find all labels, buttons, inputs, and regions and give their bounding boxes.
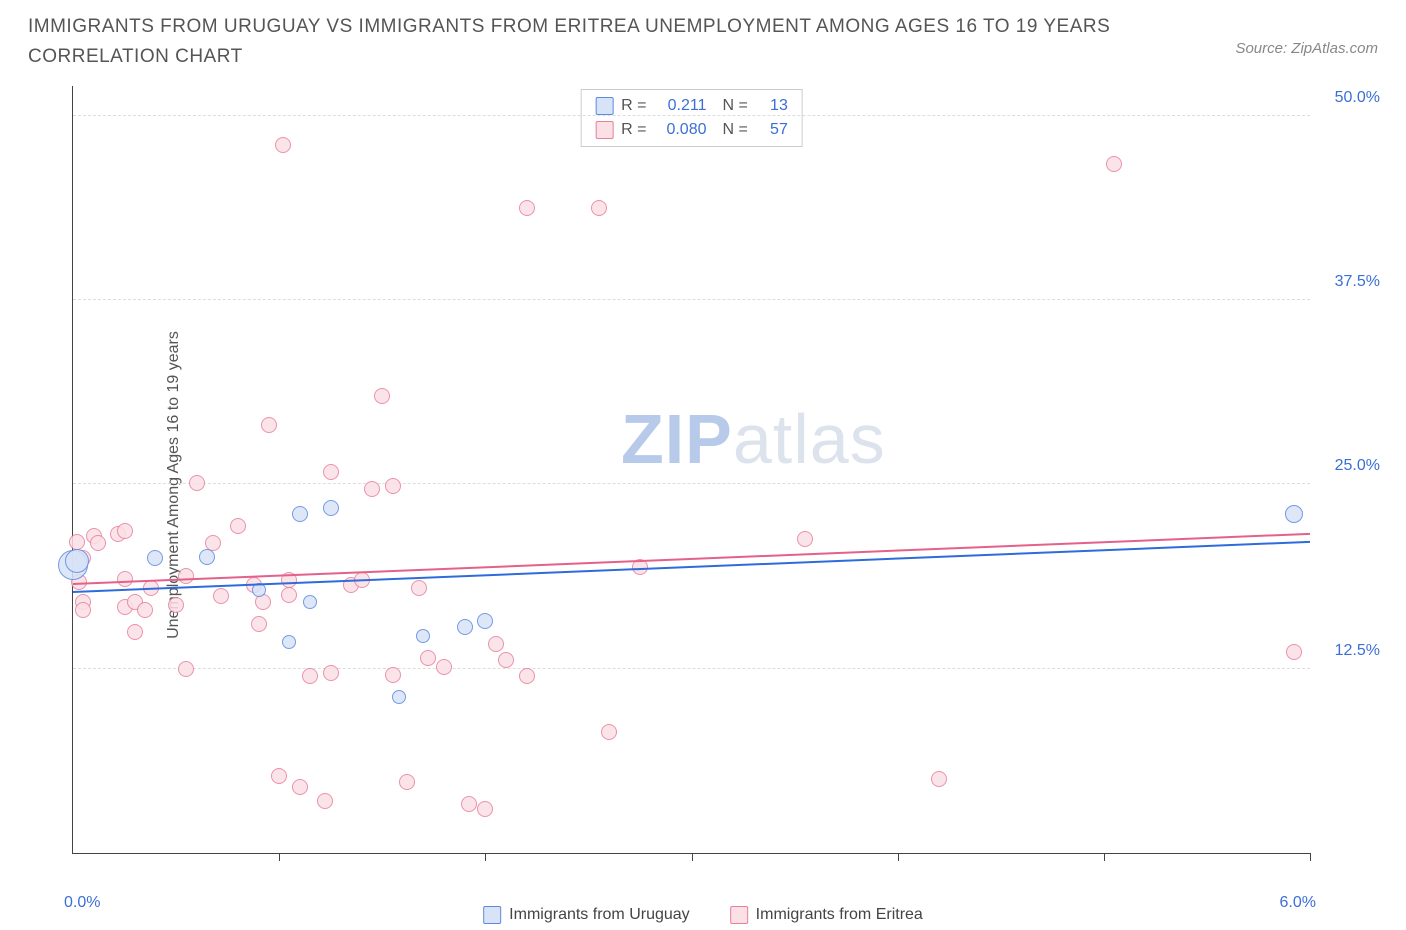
plot-container: Unemployment Among Ages 16 to 19 years Z… xyxy=(50,86,1388,884)
data-point xyxy=(1286,644,1302,660)
y-tick-label: 50.0% xyxy=(1320,89,1380,107)
data-point xyxy=(292,779,308,795)
scatter-plot: ZIPatlas R =0.211N =13R =0.080N =57 12.5… xyxy=(72,86,1310,854)
legend-n-label: N = xyxy=(723,97,748,115)
series-legend: Immigrants from Uruguay Immigrants from E… xyxy=(483,906,923,924)
x-tick xyxy=(1104,853,1105,861)
data-point xyxy=(477,801,493,817)
data-point xyxy=(65,549,89,573)
legend-n-value: 57 xyxy=(756,121,788,139)
data-point xyxy=(282,635,296,649)
correlation-legend: R = 0.211 N = 13 R = 0.080 N = 57 xyxy=(580,89,803,147)
legend-r-label: R = xyxy=(621,97,646,115)
x-tick xyxy=(279,853,280,861)
data-point xyxy=(323,665,339,681)
data-point xyxy=(931,771,947,787)
data-point xyxy=(189,475,205,491)
data-point xyxy=(168,597,184,613)
data-point xyxy=(303,595,317,609)
legend-r-label: R = xyxy=(621,121,646,139)
data-point xyxy=(275,137,291,153)
data-point xyxy=(292,506,308,522)
data-point xyxy=(411,580,427,596)
legend-swatch xyxy=(595,97,613,115)
x-min-label: 0.0% xyxy=(64,894,100,912)
data-point xyxy=(137,602,153,618)
data-point xyxy=(364,481,380,497)
legend-r-value: 0.080 xyxy=(655,121,707,139)
data-point xyxy=(230,518,246,534)
data-point xyxy=(477,613,493,629)
series-legend-item: Immigrants from Uruguay xyxy=(483,906,690,924)
y-tick-label: 12.5% xyxy=(1320,642,1380,660)
data-point xyxy=(199,549,215,565)
data-point xyxy=(601,724,617,740)
data-point xyxy=(436,659,452,675)
legend-n-value: 13 xyxy=(756,97,788,115)
chart-title: IMMIGRANTS FROM URUGUAY VS IMMIGRANTS FR… xyxy=(28,12,1128,73)
data-point xyxy=(69,534,85,550)
data-point xyxy=(251,616,267,632)
data-point xyxy=(90,535,106,551)
data-point xyxy=(1285,505,1303,523)
legend-swatch xyxy=(483,906,501,924)
data-point xyxy=(591,200,607,216)
x-tick xyxy=(485,853,486,861)
data-point xyxy=(385,478,401,494)
data-point xyxy=(797,531,813,547)
legend-swatch xyxy=(595,121,613,139)
data-point xyxy=(519,200,535,216)
legend-row: R = 0.080 N = 57 xyxy=(595,118,788,142)
legend-swatch xyxy=(730,906,748,924)
data-point xyxy=(317,793,333,809)
data-point xyxy=(519,668,535,684)
data-point xyxy=(323,500,339,516)
data-point xyxy=(178,661,194,677)
gridline xyxy=(73,115,1310,116)
data-point xyxy=(271,768,287,784)
data-point xyxy=(461,796,477,812)
data-point xyxy=(302,668,318,684)
data-point xyxy=(457,619,473,635)
source-label: Source: ZipAtlas.com xyxy=(1235,40,1378,57)
data-point xyxy=(399,774,415,790)
data-point xyxy=(420,650,436,666)
series-legend-item: Immigrants from Eritrea xyxy=(730,906,923,924)
gridline xyxy=(73,668,1310,669)
trend-line xyxy=(73,532,1310,584)
data-point xyxy=(498,652,514,668)
watermark: ZIPatlas xyxy=(621,399,886,479)
gridline xyxy=(73,299,1310,300)
data-point xyxy=(323,464,339,480)
data-point xyxy=(385,667,401,683)
data-point xyxy=(117,523,133,539)
data-point xyxy=(1106,156,1122,172)
data-point xyxy=(488,636,504,652)
x-max-label: 6.0% xyxy=(1280,894,1316,912)
data-point xyxy=(147,550,163,566)
data-point xyxy=(281,587,297,603)
data-point xyxy=(75,602,91,618)
data-point xyxy=(392,690,406,704)
legend-r-value: 0.211 xyxy=(655,97,707,115)
gridline xyxy=(73,483,1310,484)
series-name: Immigrants from Uruguay xyxy=(509,906,690,924)
x-tick xyxy=(898,853,899,861)
data-point xyxy=(178,568,194,584)
legend-n-label: N = xyxy=(723,121,748,139)
data-point xyxy=(117,571,133,587)
data-point xyxy=(374,388,390,404)
x-tick xyxy=(692,853,693,861)
y-tick-label: 25.0% xyxy=(1320,457,1380,475)
y-tick-label: 37.5% xyxy=(1320,273,1380,291)
data-point xyxy=(213,588,229,604)
x-tick xyxy=(1310,853,1311,861)
series-name: Immigrants from Eritrea xyxy=(756,906,923,924)
data-point xyxy=(416,629,430,643)
data-point xyxy=(127,624,143,640)
data-point xyxy=(261,417,277,433)
